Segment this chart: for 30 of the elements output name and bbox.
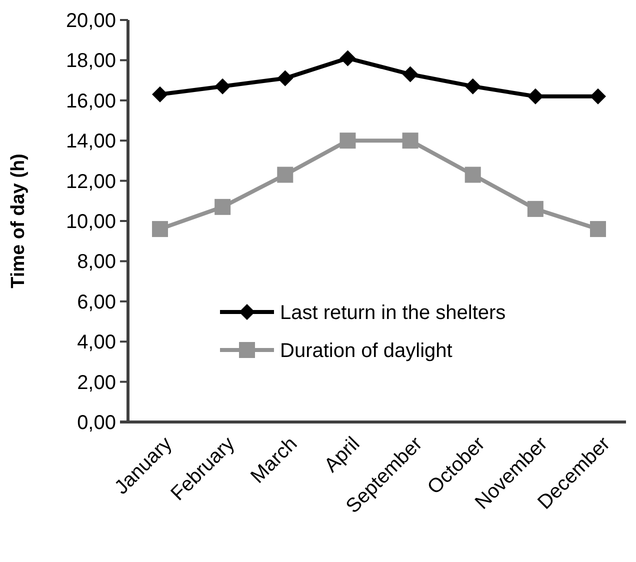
y-tick-label: 6,00 <box>77 291 116 314</box>
point <box>277 166 294 183</box>
point <box>402 132 418 149</box>
y-tick-label: 4,00 <box>77 332 116 354</box>
y-axis-title: Time of day (h) <box>8 154 29 288</box>
point <box>464 78 481 94</box>
point <box>527 200 544 217</box>
y-tick-label: 18,00 <box>66 50 116 72</box>
point <box>340 132 356 149</box>
point <box>214 198 231 215</box>
y-tick-label: 12,00 <box>66 170 116 193</box>
point <box>340 50 356 66</box>
y-tick-label: 14,00 <box>66 130 116 153</box>
legend-label: Last return in the shelters <box>280 302 506 324</box>
point <box>464 166 481 183</box>
legend-label: Duration of daylight <box>280 340 453 362</box>
point <box>277 70 294 86</box>
point <box>152 221 168 238</box>
y-tick-label: 20,00 <box>66 10 116 32</box>
point <box>214 78 231 94</box>
point <box>402 66 418 82</box>
point <box>590 88 606 104</box>
y-tick-label: 16,00 <box>66 90 116 112</box>
point <box>590 221 606 238</box>
y-tick-label: 0,00 <box>77 412 116 434</box>
point <box>152 86 168 102</box>
y-tick-label: 8,00 <box>77 251 116 274</box>
y-tick-label: 10,00 <box>66 211 116 233</box>
point <box>527 88 544 104</box>
y-tick-label: 2,00 <box>77 372 116 394</box>
